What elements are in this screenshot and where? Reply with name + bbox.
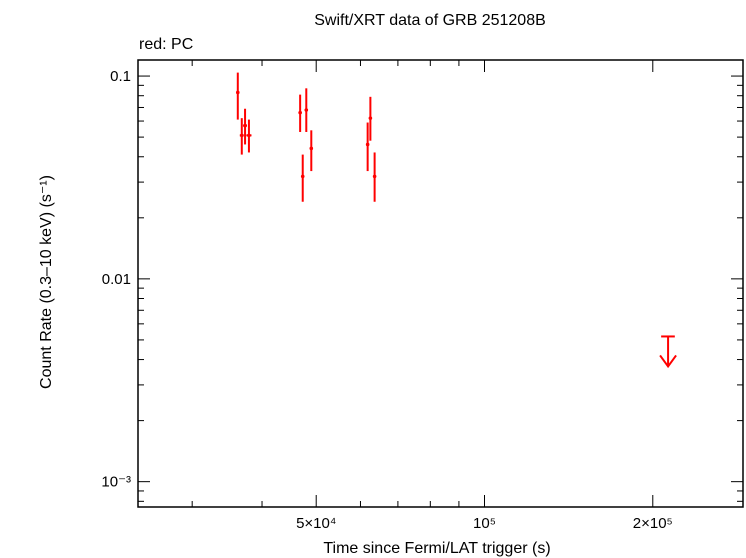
y-axis-label: Count Rate (0.3–10 keV) (s⁻¹) — [38, 175, 55, 389]
x-tick-label: 5×10⁴ — [296, 515, 336, 532]
data-point — [365, 142, 370, 147]
tick-labels: 0.1 0.01 10⁻³ 5×10⁴ 10⁵ 2×10⁵ — [101, 68, 672, 532]
data-point — [309, 146, 314, 151]
y-tick-label: 0.1 — [110, 68, 131, 85]
data-point — [304, 108, 309, 112]
x-tick-label: 2×10⁵ — [633, 515, 673, 532]
chart-subtitle: red: PC — [139, 36, 193, 53]
x-axis-label: Time since Fermi/LAT trigger (s) — [323, 540, 550, 557]
data-point — [247, 133, 251, 138]
y-tick-label: 10⁻³ — [101, 474, 131, 491]
data-point — [235, 90, 240, 95]
data-point — [372, 174, 377, 179]
upper-limit-arrowhead — [659, 354, 677, 369]
data-point — [300, 174, 305, 179]
y-tick-label: 0.01 — [102, 271, 131, 288]
data-marks — [235, 72, 677, 369]
chart-title: Swift/XRT data of GRB 251208B — [314, 12, 546, 29]
axis-ticks — [138, 60, 743, 507]
x-tick-label: 10⁵ — [473, 515, 496, 532]
data-point — [239, 133, 244, 138]
data-point — [298, 110, 302, 115]
plot-frame — [137, 59, 744, 508]
data-point — [243, 123, 247, 128]
data-point — [368, 116, 373, 120]
